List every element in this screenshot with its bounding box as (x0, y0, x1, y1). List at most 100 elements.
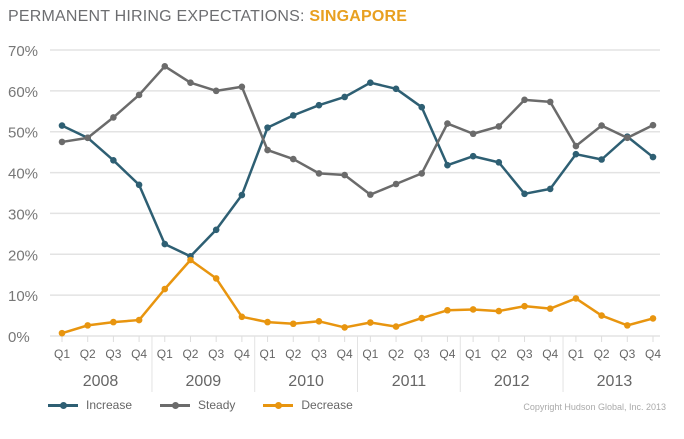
data-point-decrease (495, 307, 503, 315)
legend-label: Decrease (301, 398, 353, 412)
data-point-steady (367, 191, 374, 198)
data-point-increase (469, 152, 477, 160)
x-tick-label: Q2 (594, 347, 610, 361)
x-tick-label: Q4 (337, 347, 353, 361)
year-label: 2010 (288, 373, 324, 390)
data-point-decrease (572, 295, 580, 302)
data-point-increase (572, 150, 580, 158)
data-point-steady (572, 142, 580, 150)
data-point-steady (212, 87, 220, 95)
x-tick-label: Q4 (131, 347, 147, 361)
data-point-steady (624, 134, 631, 142)
x-tick-label: Q1 (54, 347, 70, 361)
data-point-steady (444, 120, 451, 127)
legend-label: Increase (86, 398, 133, 412)
data-point-steady (161, 63, 169, 70)
data-point-increase (521, 190, 528, 198)
data-point-steady (110, 114, 117, 121)
data-point-decrease (598, 312, 605, 319)
data-point-decrease (238, 313, 246, 321)
data-point-steady (546, 98, 554, 106)
x-tick-label: Q3 (208, 347, 224, 361)
x-tick-label: Q2 (491, 347, 507, 361)
data-point-decrease (624, 322, 631, 329)
data-point-increase (495, 159, 503, 166)
x-tick-label: Q4 (645, 347, 661, 361)
data-point-decrease (289, 320, 297, 328)
data-point-decrease (521, 302, 528, 310)
y-tick-label: 70% (8, 43, 38, 60)
data-point-steady (264, 146, 271, 154)
legend-item-decrease: Decrease (263, 398, 353, 412)
x-tick-label: Q1 (362, 347, 378, 361)
data-point-decrease (58, 329, 66, 337)
title-highlight: SINGAPORE (309, 8, 408, 25)
data-point-increase (444, 161, 451, 169)
legend: Increase Steady Decrease (48, 398, 353, 412)
data-point-decrease (161, 285, 169, 293)
data-point-steady (341, 171, 348, 179)
data-point-decrease (264, 318, 271, 326)
data-point-decrease (649, 315, 657, 322)
data-point-decrease (444, 306, 451, 314)
y-tick-label: 20% (8, 247, 38, 264)
data-point-steady (84, 134, 91, 142)
y-tick-label: 0% (8, 329, 30, 346)
x-tick-label: Q2 (388, 347, 404, 361)
data-point-decrease (315, 317, 323, 325)
legend-item-steady: Steady (160, 398, 235, 412)
series-line-steady (61, 65, 654, 196)
series-line-increase (61, 81, 654, 258)
x-tick-label: Q1 (465, 347, 481, 361)
data-point-decrease (367, 319, 374, 326)
legend-label: Steady (198, 398, 236, 412)
data-point-increase (546, 185, 554, 193)
data-point-steady (469, 130, 477, 138)
year-label: 2008 (83, 373, 119, 390)
data-point-steady (521, 96, 528, 104)
copyright: Copyright Hudson Global, Inc. 2013 (523, 402, 666, 412)
data-point-steady (392, 180, 400, 188)
data-point-decrease (418, 314, 426, 322)
data-point-decrease (212, 275, 220, 282)
data-point-decrease (341, 324, 348, 331)
data-point-decrease (546, 305, 554, 312)
data-point-steady (598, 122, 605, 129)
legend-item-increase: Increase (48, 398, 132, 412)
data-point-decrease (110, 318, 117, 326)
x-tick-label: Q2 (285, 347, 301, 361)
data-point-steady (289, 155, 297, 163)
x-tick-label: Q2 (182, 347, 198, 361)
y-tick-label: 50% (8, 125, 38, 142)
data-point-increase (212, 226, 220, 234)
chart-title: PERMANENT HIRING EXPECTATIONS: SINGAPORE (8, 8, 407, 26)
data-point-decrease (469, 306, 477, 313)
data-point-steady (238, 83, 246, 91)
x-tick-label: Q2 (80, 347, 96, 361)
x-tick-label: Q1 (568, 347, 584, 361)
title-prefix: PERMANENT HIRING EXPECTATIONS: (8, 8, 310, 25)
data-point-decrease (187, 256, 194, 264)
legend-swatch (160, 401, 191, 409)
data-point-steady (495, 123, 503, 130)
data-point-increase (161, 240, 169, 248)
x-tick-label: Q4 (439, 347, 455, 361)
year-label: 2009 (186, 373, 222, 390)
data-point-increase (58, 122, 66, 129)
data-point-decrease (135, 316, 143, 324)
y-tick-label: 40% (8, 166, 38, 183)
data-point-steady (58, 138, 66, 146)
data-point-steady (135, 91, 143, 99)
y-tick-label: 30% (8, 206, 38, 223)
data-point-steady (187, 79, 194, 86)
x-tick-label: Q4 (234, 347, 250, 361)
data-point-increase (418, 103, 426, 111)
legend-swatch (263, 401, 294, 409)
data-point-decrease (84, 322, 91, 329)
year-label: 2011 (392, 373, 427, 390)
data-point-increase (264, 124, 271, 131)
x-tick-label: Q3 (105, 347, 121, 361)
data-point-increase (392, 85, 400, 93)
data-point-increase (649, 153, 657, 161)
